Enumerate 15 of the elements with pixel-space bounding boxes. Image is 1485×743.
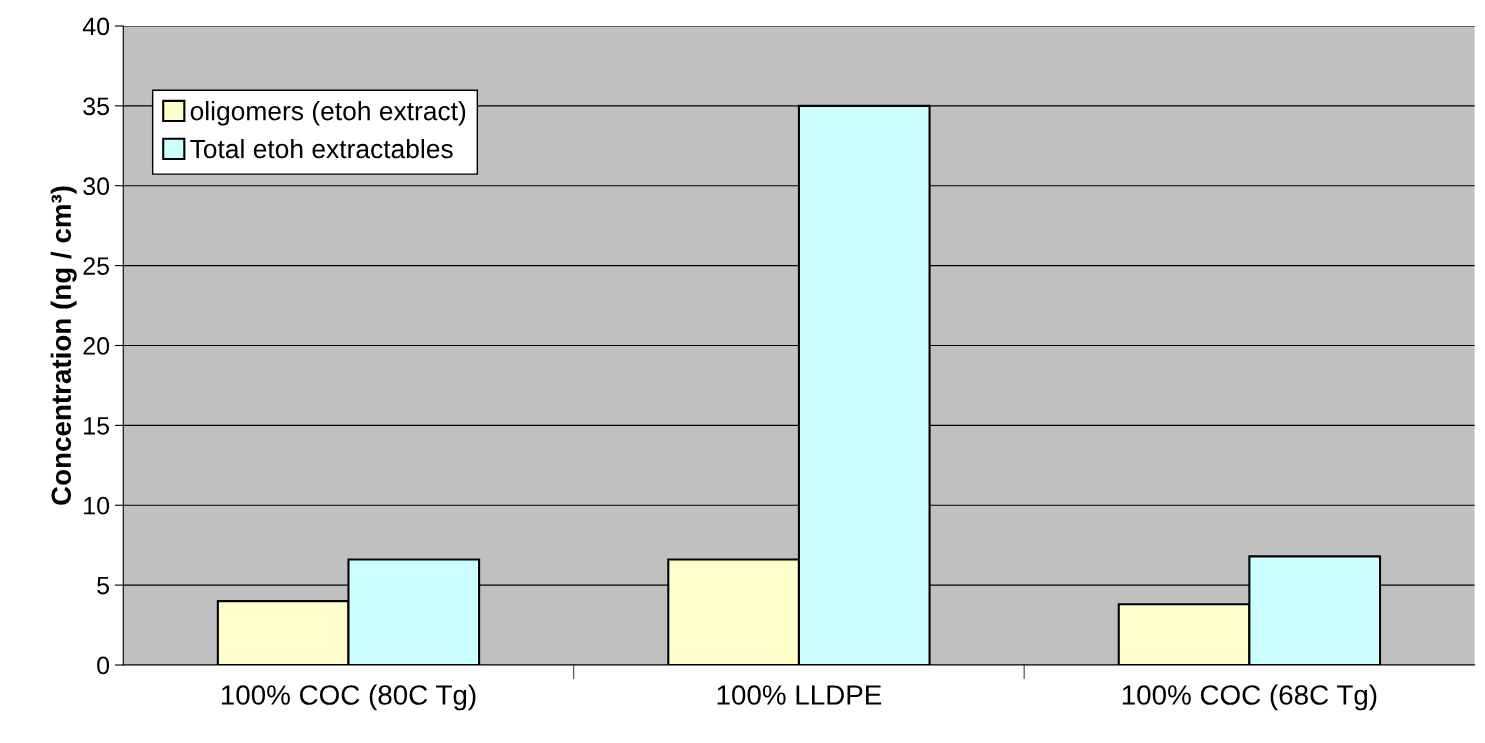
y-tick-label: 5 [97,576,110,595]
y-tick-label: 40 [82,17,110,36]
x-tick-label: 100% COC (80C Tg) [221,684,476,711]
y-tick-label: 20 [83,337,110,355]
y-tick-label: 25 [83,257,110,275]
x-tick-label: 100% COC (68C Tg) [1122,684,1377,711]
legend-label: Total etoh extractables [190,138,453,159]
x-tick-label: 100% LLDPE [717,685,882,705]
y-tick-label: 35 [83,97,110,116]
y-axis-title: Concentration (ng / cm³) [50,186,77,505]
y-tick-label: 15 [84,417,110,435]
y-tick-label: 0 [97,656,110,675]
y-tick-label: 10 [84,496,110,515]
y-tick-label: 30 [83,177,110,196]
legend-label: oligomers (etoh extract) [190,101,466,126]
